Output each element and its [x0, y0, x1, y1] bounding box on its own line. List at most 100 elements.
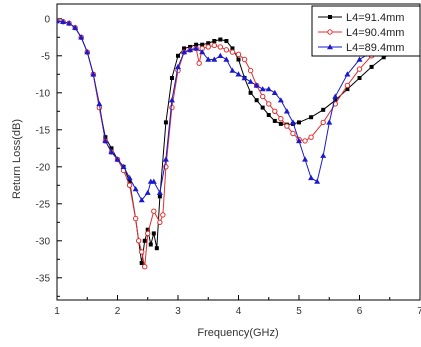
- data-point: [96, 100, 103, 107]
- data-point: [156, 189, 163, 195]
- y-axis-title: Return Loss(dB): [11, 119, 23, 199]
- data-point: [247, 78, 254, 84]
- data-point: [241, 56, 248, 63]
- x-tick-label: 4: [236, 306, 242, 317]
- data-point: [345, 87, 350, 92]
- data-point: [182, 46, 187, 51]
- x-tick-label: 1: [54, 306, 60, 317]
- y-tick-label: -20: [36, 162, 51, 173]
- data-point: [145, 227, 150, 232]
- data-point: [142, 238, 147, 243]
- series-line: [57, 20, 420, 264]
- y-tick-label: -25: [36, 199, 51, 210]
- y-tick-label: -15: [36, 125, 51, 136]
- data-point: [168, 97, 175, 103]
- data-point: [241, 75, 248, 81]
- legend: L4=91.4mm L4=90.4mm L4=89.4mm: [311, 5, 421, 57]
- y-tick-label: 0: [44, 14, 50, 25]
- data-point: [217, 52, 224, 58]
- data-point: [196, 60, 202, 66]
- data-point: [142, 264, 148, 270]
- data-point: [314, 178, 321, 184]
- data-point: [381, 55, 386, 60]
- data-point: [103, 135, 108, 140]
- data-point: [127, 179, 132, 184]
- data-point: [356, 66, 363, 72]
- series-layer: [57, 18, 420, 270]
- data-point: [326, 119, 333, 125]
- data-point: [356, 56, 363, 62]
- data-point: [132, 215, 139, 222]
- data-point: [135, 238, 142, 244]
- data-point: [271, 89, 278, 95]
- data-point: [108, 149, 115, 155]
- data-point: [205, 56, 212, 62]
- data-point: [148, 242, 153, 247]
- data-point: [277, 97, 284, 103]
- data-point: [150, 178, 157, 184]
- data-point: [224, 39, 229, 43]
- data-point: [90, 71, 97, 77]
- data-point: [289, 119, 296, 125]
- y-axis: 0 -5 -10 -15 -20 -25 -30 -35: [36, 14, 62, 297]
- data-point: [278, 116, 284, 122]
- data-point: [187, 46, 194, 53]
- legend-entry: L4=89.4mm: [318, 42, 404, 54]
- y-tick-label: -5: [41, 51, 50, 62]
- x-tick-label: 2: [115, 306, 121, 317]
- x-tick-label: 3: [175, 306, 181, 317]
- x-tick-label: 7: [417, 306, 421, 317]
- data-point: [154, 246, 159, 251]
- data-point: [193, 45, 200, 51]
- data-point: [266, 113, 271, 117]
- x-axis-title: Frequency(GHz): [197, 327, 278, 339]
- data-point: [199, 49, 206, 55]
- data-point: [132, 186, 139, 192]
- data-point: [235, 51, 242, 58]
- data-point: [163, 120, 168, 125]
- data-point: [229, 67, 236, 73]
- data-point: [369, 64, 374, 69]
- data-point: [357, 76, 362, 80]
- data-point: [211, 56, 218, 62]
- data-point: [296, 137, 302, 144]
- data-point: [309, 115, 314, 120]
- data-point: [229, 49, 236, 55]
- data-point: [169, 76, 174, 80]
- data-point: [344, 82, 351, 89]
- legend-label: L4=89.4mm: [346, 42, 404, 54]
- series-3: [57, 18, 420, 203]
- data-point: [283, 108, 290, 114]
- data-point: [266, 101, 272, 107]
- data-point: [102, 137, 109, 144]
- data-point: [284, 123, 290, 129]
- data-point: [162, 156, 169, 162]
- data-point: [157, 194, 162, 199]
- data-point: [72, 24, 79, 30]
- data-point: [332, 93, 339, 99]
- data-point: [126, 174, 133, 181]
- data-point: [66, 20, 73, 26]
- data-point: [145, 230, 151, 237]
- data-point: [139, 261, 144, 265]
- data-point: [157, 219, 163, 226]
- data-point: [57, 18, 60, 24]
- legend-label: L4=90.4mm: [346, 27, 404, 39]
- data-point: [308, 134, 314, 140]
- data-point: [344, 71, 351, 77]
- data-point: [230, 46, 235, 51]
- data-point: [206, 41, 211, 46]
- data-point: [302, 138, 308, 144]
- y-tick-label: -30: [36, 236, 51, 247]
- x-tick-label: 5: [296, 306, 302, 317]
- data-point: [60, 18, 67, 24]
- data-point: [253, 82, 260, 88]
- data-point: [120, 163, 127, 169]
- data-point: [194, 42, 199, 47]
- data-point: [211, 42, 218, 49]
- data-point: [151, 231, 156, 236]
- data-point: [308, 174, 315, 181]
- data-point: [254, 98, 259, 103]
- y-tick-label: -10: [36, 88, 51, 99]
